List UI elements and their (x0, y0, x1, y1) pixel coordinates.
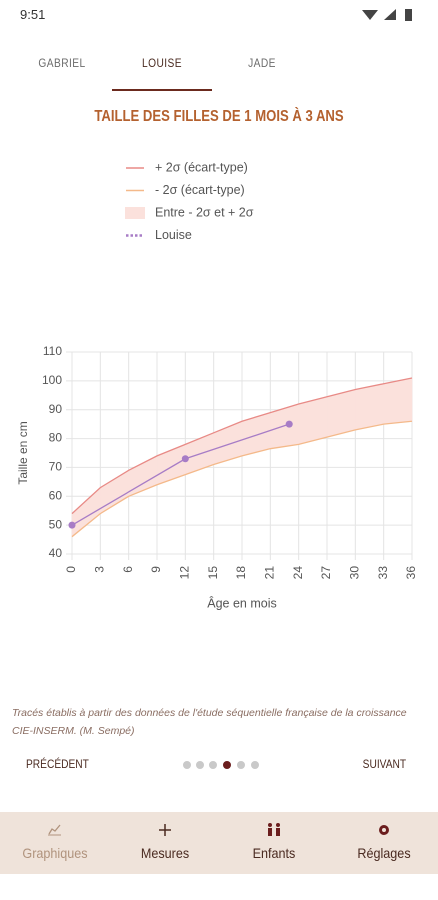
y-axis-label: Taille en cm (16, 421, 30, 484)
x-tick-label: 18 (234, 566, 248, 580)
x-tick-label: 15 (206, 566, 220, 580)
legend-label: Entre - 2σ et + 2σ (155, 205, 254, 219)
x-axis-label: Âge en mois (207, 595, 276, 610)
x-tick-label: 21 (263, 566, 277, 580)
y-tick-label: 60 (49, 488, 63, 502)
nav-item[interactable]: Graphiques (22, 845, 88, 861)
nav-icons (48, 823, 389, 836)
status-icons (362, 9, 412, 21)
band-segment (213, 420, 243, 465)
data-point (68, 521, 76, 529)
band-segment (100, 469, 129, 515)
chart: + 2σ (écart-type) - 2σ (écart-type) Entre … (16, 160, 418, 610)
tab-selected[interactable]: LOUISE (142, 56, 182, 70)
y-tick-label: 70 (49, 460, 63, 474)
x-tick-label: 36 (404, 566, 418, 580)
nav-item[interactable]: Réglages (357, 845, 411, 861)
next-button[interactable]: SUIVANT (362, 757, 406, 771)
x-tick-label: 24 (291, 566, 305, 580)
band-segment (326, 389, 356, 438)
legend-label: + 2σ (écart-type) (155, 160, 248, 174)
tab[interactable]: GABRIEL (38, 56, 86, 70)
nav-item[interactable]: Mesures (140, 845, 190, 861)
y-tick-label: 50 (49, 517, 63, 531)
y-tick-label: 100 (42, 373, 62, 387)
x-tick-label: 33 (376, 566, 390, 580)
nav-item[interactable]: Enfants (252, 845, 296, 861)
bottom-nav (0, 812, 438, 874)
x-tick-label: 30 (348, 566, 362, 580)
x-tick-label: 6 (121, 566, 135, 573)
chart-title: TAILLE DES FILLES DE 1 MOIS À 3 ANS (94, 108, 344, 125)
band-segment (71, 486, 101, 538)
band-segment (298, 396, 328, 445)
y-tick-label: 80 (49, 431, 63, 445)
status-time: 9:51 (20, 7, 46, 22)
x-tick-label: 12 (178, 566, 192, 580)
series-line (71, 377, 413, 515)
x-tick-label: 9 (149, 566, 163, 573)
data-point (181, 455, 189, 463)
band-segment (383, 377, 413, 425)
legend-label: - 2σ (écart-type) (155, 183, 245, 197)
previous-button[interactable]: PRÉCÉDENT (26, 757, 89, 771)
x-tick-label: 3 (93, 566, 107, 573)
x-tick-label: 27 (319, 566, 333, 580)
tab[interactable]: JADE (248, 56, 276, 70)
footnote: Tracés établis à partir des données de l… (12, 707, 407, 737)
series-line (71, 420, 413, 538)
y-tick-label: 90 (49, 402, 63, 416)
y-tick-label: 110 (43, 344, 62, 358)
legend-swatch (125, 207, 145, 219)
y-tick-label: 40 (49, 546, 63, 560)
page-dots (183, 761, 259, 769)
tab-indicator (112, 89, 212, 91)
band-segment (355, 383, 384, 431)
x-tick-label: 0 (64, 566, 78, 573)
data-point (285, 420, 293, 428)
legend-label: Louise (155, 228, 192, 242)
